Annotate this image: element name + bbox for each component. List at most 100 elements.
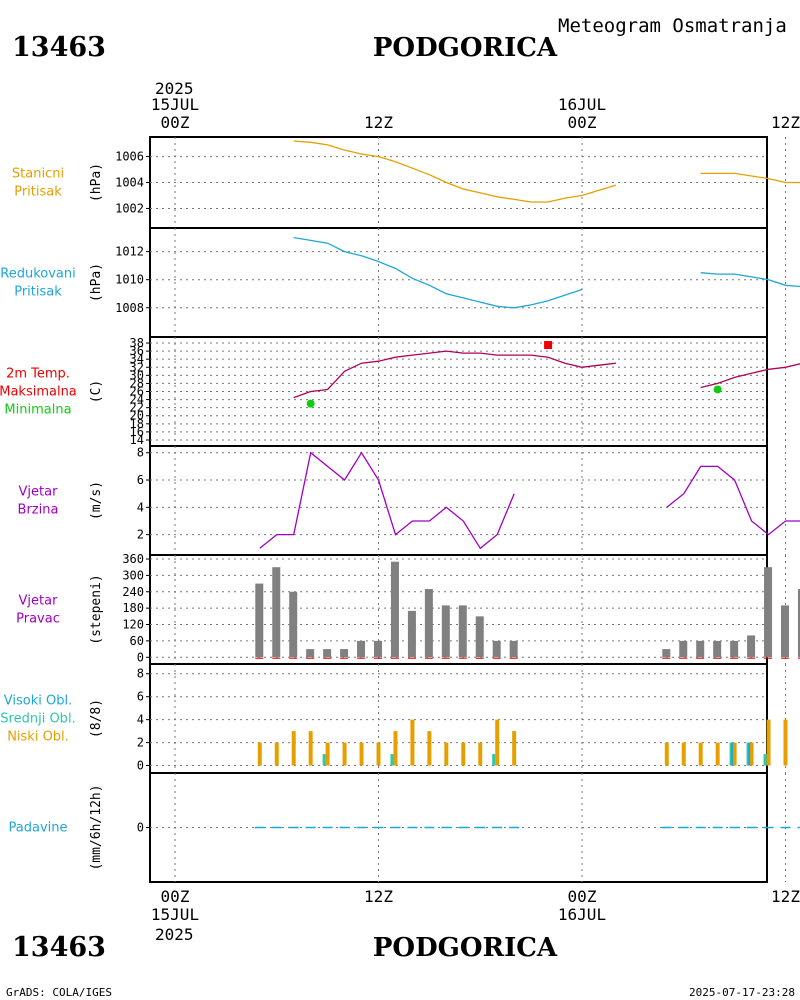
y-tick-label: 1012 <box>115 245 144 259</box>
y-tick-label: 24 <box>130 393 144 407</box>
cloud-low-bar <box>495 719 500 766</box>
wind-dir-bar <box>390 561 399 658</box>
y-tick-label: 36 <box>130 344 144 358</box>
cloud-mid-bar <box>492 754 496 766</box>
panel-label: Pritisak <box>14 185 62 200</box>
bottom-year: 2025 <box>155 925 194 944</box>
y-tick-label: 18 <box>130 417 144 431</box>
panel-frame <box>149 336 768 447</box>
wind-dir-bar <box>323 649 332 658</box>
tmin-marker <box>306 399 315 408</box>
chart-title: Meteogram Osmatranja <box>558 15 787 37</box>
y-tick-label: 1004 <box>115 176 144 190</box>
timestamp-text: 2025-07-17-23:28 <box>689 986 795 999</box>
wind-dir-bar <box>272 567 281 658</box>
y-tick-label: 14 <box>130 433 144 447</box>
y-axis-label: (hPa) <box>89 263 104 302</box>
y-tick-label: 22 <box>130 401 144 415</box>
panel-frame <box>149 227 768 338</box>
station-id-bottom: 13463 <box>12 932 106 963</box>
wind-dir-bar <box>374 640 382 658</box>
series-line <box>666 465 800 536</box>
y-axis-label: (stepeni) <box>89 574 104 644</box>
y-tick-label: 2 <box>137 736 144 750</box>
wind-dir-bar <box>407 610 416 658</box>
y-tick-label: 60 <box>130 634 144 648</box>
tmax-marker <box>544 341 553 350</box>
top-day-label: 16JUL <box>558 95 606 114</box>
y-tick-label: 1002 <box>115 201 144 215</box>
wind-dir-bar <box>509 640 518 658</box>
cloud-mid-bar <box>763 754 767 766</box>
panel-label: Vjetar <box>19 594 59 609</box>
wind-dir-bar <box>747 635 756 658</box>
y-tick-label: 6 <box>137 690 144 704</box>
panels: 1002 1004 1006 (hPa) Stanicni Pritisak 1008 101… <box>0 136 800 883</box>
y-tick-label: 240 <box>122 585 144 599</box>
wind-dir-bar <box>475 616 484 658</box>
y-axis-label: (hPa) <box>89 163 104 202</box>
y-tick-label: 26 <box>130 385 144 399</box>
panel-label: Redukovani <box>0 267 75 282</box>
wind-dir-bar <box>424 589 433 658</box>
wind-dir-bar <box>458 605 467 658</box>
panel-label: 2m Temp. <box>6 367 70 382</box>
panel-label: Pritisak <box>14 285 62 300</box>
station-name-top: PODGORICA <box>373 33 558 63</box>
panel-label: Maksimalna <box>0 385 77 400</box>
wind-dir-bar <box>441 605 450 658</box>
y-tick-label: 28 <box>130 376 144 390</box>
top-year: 2025 <box>155 79 194 98</box>
cloud-low-bar <box>749 742 754 766</box>
y-tick-label: 6 <box>137 473 144 487</box>
top-hour-label: 12Z <box>364 113 393 132</box>
credit-text: GrADS: COLA/IGES <box>6 986 112 999</box>
cloud-mid-bar <box>322 754 326 766</box>
bottom-hour-label: 00Z <box>161 887 190 906</box>
cloud-low-bar <box>359 742 364 766</box>
y-tick-label: 1010 <box>115 273 144 287</box>
wind-dir-bar <box>730 640 739 658</box>
tmin-marker <box>713 385 722 394</box>
wind-dir-bar <box>781 605 789 658</box>
panel-label: Niski Obl. <box>7 730 69 745</box>
panel-label: Vjetar <box>19 485 59 500</box>
y-tick-label: 20 <box>130 409 144 423</box>
y-axis-label: (C) <box>89 380 104 403</box>
wind-dir-bar <box>764 567 773 658</box>
y-tick-label: 4 <box>137 713 144 727</box>
cloud-low-bar <box>783 719 788 766</box>
cloud-low-bar <box>342 742 347 766</box>
cloud-low-bar <box>291 731 296 766</box>
top-hour-label: 00Z <box>161 113 190 132</box>
top-day-label: 15JUL <box>151 95 199 114</box>
cloud-high-bar <box>748 742 751 766</box>
cloud-low-bar <box>681 742 686 766</box>
wind-dir-bar <box>357 640 366 658</box>
y-tick-label: 8 <box>137 667 144 681</box>
y-tick-label: 0 <box>137 821 144 835</box>
series-line <box>700 363 800 389</box>
series-line <box>700 272 800 288</box>
panel-label: Padavine <box>9 821 68 836</box>
wind-dir-bar <box>679 640 688 658</box>
panel-frame <box>149 136 768 229</box>
cloud-low-bar <box>427 731 432 766</box>
y-tick-label: 4 <box>137 500 144 514</box>
bottom-day-label: 15JUL <box>151 905 199 924</box>
y-axis-label: (m/s) <box>89 481 104 520</box>
cloud-low-bar <box>257 742 262 766</box>
series-line <box>259 451 515 550</box>
cloud-low-bar <box>274 742 279 766</box>
wind-dir-bar <box>713 640 722 658</box>
series-line <box>293 140 617 203</box>
y-tick-label: 34 <box>130 352 144 366</box>
y-tick-label: 360 <box>122 552 144 566</box>
bottom-hour-label: 00Z <box>568 887 597 906</box>
y-tick-label: 16 <box>130 425 144 439</box>
y-tick-label: 180 <box>122 601 144 615</box>
station-id-top: 13463 <box>12 32 106 63</box>
y-tick-label: 120 <box>122 618 144 632</box>
wind-dir-bar <box>662 649 671 658</box>
series-line <box>293 350 616 399</box>
